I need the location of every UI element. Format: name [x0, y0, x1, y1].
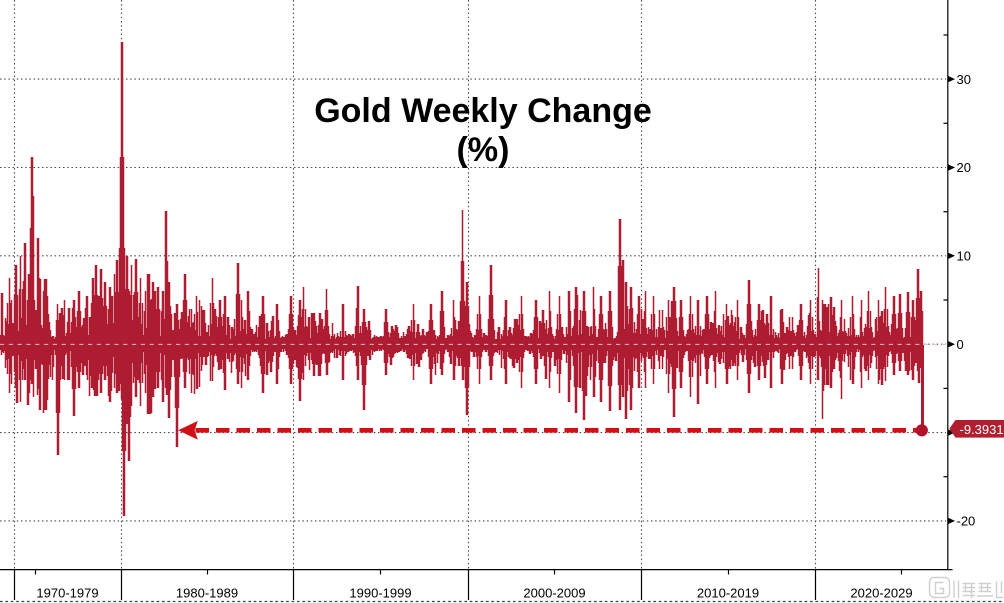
- svg-text:1970-1979: 1970-1979: [36, 585, 98, 600]
- svg-text:1990-1999: 1990-1999: [349, 585, 411, 600]
- svg-text:1980-1989: 1980-1989: [176, 585, 238, 600]
- svg-text:30: 30: [957, 72, 971, 87]
- svg-text:-20: -20: [957, 514, 976, 529]
- svg-text:(%): (%): [457, 131, 510, 169]
- svg-text:10: 10: [957, 249, 971, 264]
- svg-text:20: 20: [957, 160, 971, 175]
- svg-text:2020-2029: 2020-2029: [850, 585, 912, 600]
- svg-text:-9.3931: -9.3931: [960, 422, 1004, 437]
- svg-text:2010-2019: 2010-2019: [697, 585, 759, 600]
- svg-text:Gold Weekly Change: Gold Weekly Change: [314, 92, 652, 130]
- svg-text:2000-2009: 2000-2009: [523, 585, 585, 600]
- svg-text:0: 0: [957, 337, 964, 352]
